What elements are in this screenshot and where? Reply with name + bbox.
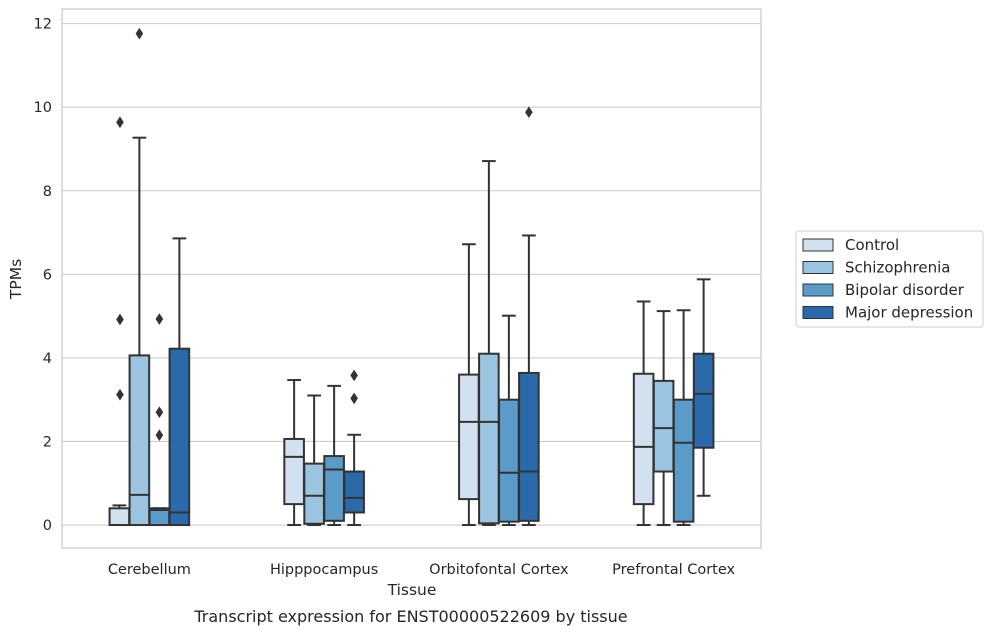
legend-frame — [795, 230, 984, 328]
box-major-depression — [692, 278, 715, 497]
y-tick-label: 12 — [34, 17, 52, 33]
outlier-point — [116, 116, 124, 129]
box-iqr — [128, 354, 151, 527]
box-iqr — [498, 398, 520, 523]
box-control — [458, 243, 480, 527]
y-tick-label: 6 — [43, 267, 52, 283]
box-series — [108, 27, 715, 527]
box-iqr — [478, 352, 500, 525]
outlier-point — [525, 106, 533, 119]
chart-caption: Transcript expression for ENST0000052260… — [193, 607, 627, 626]
x-axis-label: Tissue — [387, 581, 437, 599]
legend-label: Bipolar disorder — [845, 281, 965, 299]
x-tick-label: Orbitofontal Cortex — [429, 562, 569, 578]
x-tick-labels: Cerebellum Hipppocampus Orbitofontal Corte… — [108, 562, 736, 578]
box-iqr — [458, 373, 480, 501]
box-control — [108, 504, 131, 527]
y-tick-label: 2 — [43, 434, 52, 450]
box-major-depression — [343, 369, 365, 527]
box-iqr — [672, 398, 695, 523]
x-tick-label: Prefrontal Cortex — [612, 562, 735, 578]
box-major-depression — [168, 237, 191, 527]
outlier-point — [155, 313, 164, 325]
box-iqr — [168, 347, 191, 527]
outlier-point — [135, 27, 144, 40]
box-iqr — [343, 470, 365, 514]
y-tick-labels: 0 2 4 6 8 10 12 — [34, 17, 52, 534]
outlier-point — [350, 392, 358, 405]
outlier-point — [155, 429, 164, 441]
x-tick-label: Hipppocampus — [270, 562, 378, 578]
box-iqr — [518, 371, 540, 522]
box-iqr — [652, 379, 675, 473]
legend: Control Schizophrenia Bipolar disorder Majo… — [795, 230, 984, 328]
box-major-depression — [518, 106, 540, 527]
box-iqr — [108, 507, 131, 527]
y-tick-label: 10 — [34, 100, 52, 116]
box-iqr — [632, 372, 655, 506]
y-tick-label: 4 — [43, 351, 52, 367]
box-iqr — [323, 455, 345, 522]
legend-label: Major depression — [845, 304, 973, 322]
y-tick-label: 0 — [43, 518, 52, 534]
x-tick-label: Cerebellum — [108, 562, 191, 578]
box-iqr — [303, 462, 325, 525]
y-axis-label: TPMs — [7, 259, 25, 300]
legend-swatch — [802, 283, 834, 297]
box-iqr — [692, 352, 715, 449]
legend-swatch — [802, 306, 834, 319]
outlier-point — [116, 313, 124, 326]
box-schizophrenia — [303, 394, 325, 527]
legend-label: Control — [845, 236, 899, 254]
legend-swatch — [802, 238, 834, 252]
box-schizophrenia — [652, 310, 675, 527]
plot-frame — [61, 8, 762, 549]
y-tick-label: 8 — [43, 184, 52, 200]
legend-swatch — [802, 261, 834, 274]
outlier-point — [350, 369, 358, 382]
outlier-point — [116, 388, 124, 401]
outlier-point — [155, 406, 164, 419]
box-schizophrenia — [128, 27, 151, 527]
box-iqr — [283, 437, 305, 506]
legend-label: Schizophrenia — [845, 259, 950, 277]
box-bipolar-disorder — [672, 309, 695, 527]
